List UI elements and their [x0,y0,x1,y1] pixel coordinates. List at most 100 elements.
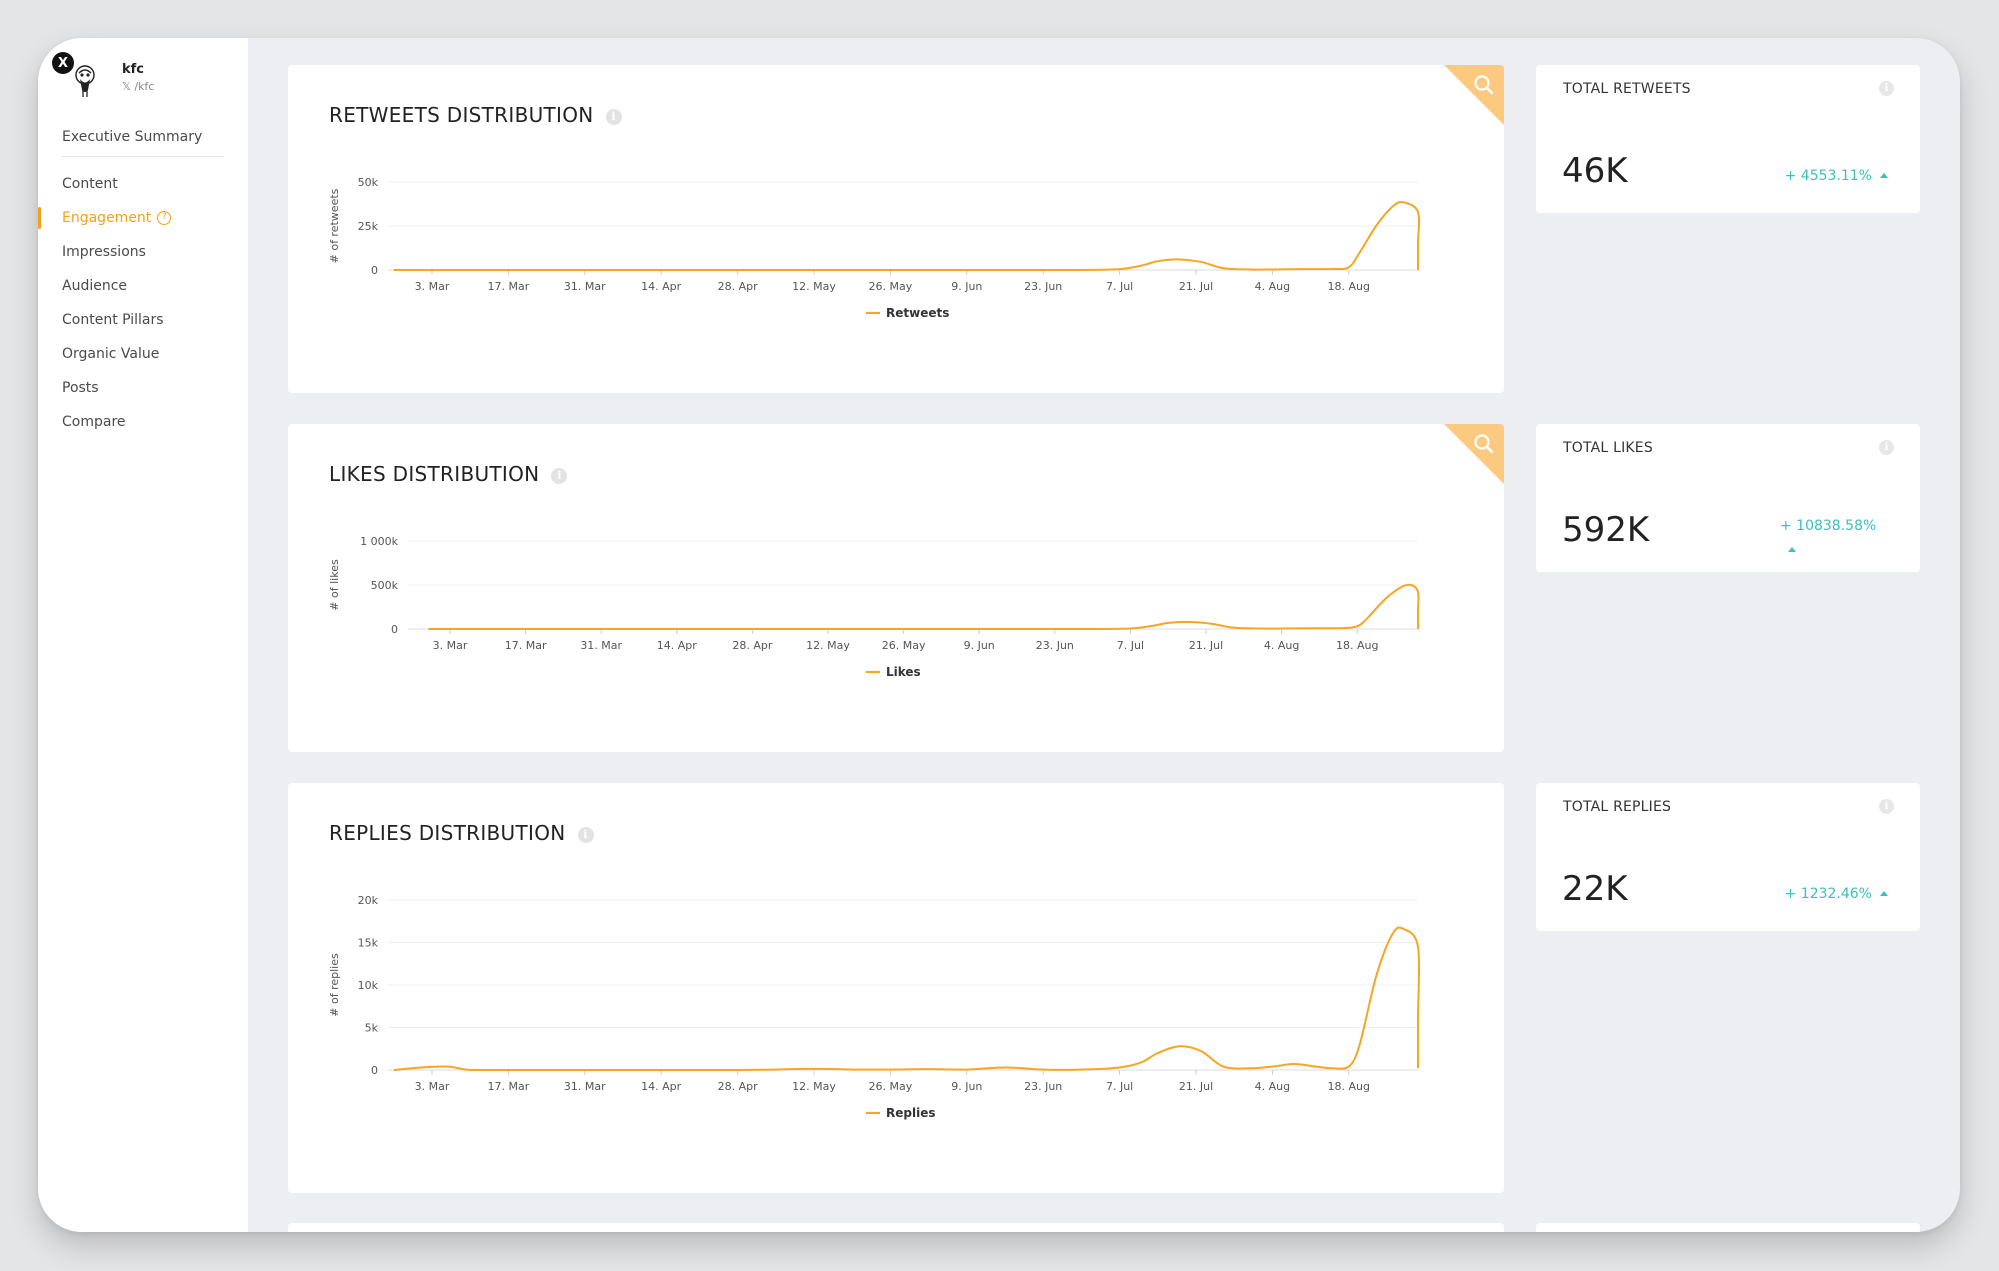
likes-distribution-card: LIKES DISTRIBUTION i 0 500k 1 000k # of like… [288,424,1504,752]
sidebar-item-label: Executive Summary [62,129,203,145]
x-tick-label: 4. Aug [1264,639,1299,652]
legend-label: Replies [886,1106,935,1120]
likes-chart: 0 500k 1 000k # of likes 3. Mar 17. Mar 31. Ma… [328,535,1420,679]
search-icon [1474,434,1494,454]
x-tick-label: 18. Aug [1328,1080,1370,1093]
legend-label: Likes [886,665,921,679]
stat-change-text: + 1232.46% [1784,886,1872,902]
x-tick-label: 21. Jul [1189,639,1223,652]
total-likes-card: TOTAL LIKES i 592K + 10838.58% [1536,424,1920,572]
sidebar-item-audience[interactable]: Audience [38,269,248,303]
card-title-text: LIKES DISTRIBUTION [329,462,540,486]
x-tick-label: 31. Mar [564,280,606,293]
stat-value: 592K [1562,510,1650,550]
series-line [428,583,1420,630]
sidebar-item-content-pillars[interactable]: Content Pillars [38,303,248,337]
replies-chart: 0 5k 10k 15k 20k # of replies 3. Mar 17. Mar 31.… [328,894,1421,1120]
series-line [393,926,1421,1071]
sidebar-item-label: Impressions [62,244,146,260]
x-tick-label: 26. May [882,639,926,652]
y-tick-label: 5k [365,1022,379,1035]
help-icon[interactable]: ? [157,211,172,225]
x-tick-label: 7. Jul [1106,280,1133,293]
info-icon[interactable]: i [577,827,594,843]
x-tick-label: 14. Apr [641,280,681,293]
y-tick-label: 0 [371,264,378,277]
x-tick-label: 3. Mar [415,280,450,293]
sidebar-item-executive-summary[interactable]: Executive Summary [38,120,248,154]
sidebar-item-compare[interactable]: Compare [38,405,248,439]
sidebar-item-impressions[interactable]: Impressions [38,235,248,269]
x-tick-label: 23. Jun [1024,1080,1062,1093]
info-icon[interactable]: i [1879,81,1894,96]
brand-handle: 𝕏 /kfc [122,80,155,93]
sidebar-item-organic-value[interactable]: Organic Value [38,337,248,371]
x-tick-label: 14. Apr [657,639,697,652]
x-tick-label: 14. Apr [641,1080,681,1093]
x-tick-label: 28. Apr [718,280,758,293]
x-tick-label: 4. Aug [1255,1080,1290,1093]
info-icon[interactable]: i [1879,799,1894,814]
x-tick-label: 26. May [869,280,913,293]
retweets-distribution-card: RETWEETS DISTRIBUTION i 0 25k 50k # of retwe… [288,65,1504,393]
app-window: X kfc 𝕏 /kfc Executive Summary Content E… [38,38,1960,1232]
card-title-text: RETWEETS DISTRIBUTION [329,103,594,127]
x-tick-label: 18. Aug [1328,280,1370,293]
x-tick-label: 28. Apr [718,1080,758,1093]
card-title: LIKES DISTRIBUTION i [329,462,568,486]
x-tick-label: 7. Jul [1117,639,1144,652]
x-tick-label: 12. May [792,1080,836,1093]
card-title: REPLIES DISTRIBUTION i [329,821,594,845]
sidebar-item-label: Compare [62,414,126,430]
y-tick-label: 500k [371,579,399,592]
zoom-corner-button[interactable] [1444,65,1504,125]
x-tick-label: 4. Aug [1255,280,1290,293]
card-title-text: REPLIES DISTRIBUTION [329,821,566,845]
x-tick-label: 31. Mar [564,1080,606,1093]
x-tick-label: 12. May [806,639,850,652]
x-tick-label: 7. Jul [1106,1080,1133,1093]
y-tick-label: 50k [358,176,379,189]
y-tick-label: 15k [358,937,379,950]
stat-value: 46K [1562,151,1628,191]
y-tick-label: 20k [358,894,379,907]
x-tick-label: 21. Jul [1179,280,1213,293]
info-icon[interactable]: i [1879,440,1894,455]
sidebar-item-content[interactable]: Content [38,167,248,201]
stat-change: + 10838.58% [1780,514,1888,562]
y-axis-label: # of replies [328,953,341,1017]
stat-change: + 4553.11% [1785,168,1888,184]
info-icon[interactable]: i [551,468,568,484]
search-icon [1474,75,1494,95]
x-tick-label: 3. Mar [433,639,468,652]
x-tick-label: 17. Mar [488,1080,530,1093]
x-tick-label: 28. Apr [732,639,772,652]
x-tick-label: 9. Jun [964,639,995,652]
retweets-chart: 0 25k 50k # of retweets 3. Mar 17. Mar 31. Mar… [328,176,1421,320]
caret-up-icon [1880,891,1888,896]
stat-change-text: + 4553.11% [1784,168,1872,184]
x-tick-label: 23. Jun [1024,280,1062,293]
zoom-corner-button[interactable] [1444,424,1504,484]
stat-title: TOTAL RETWEETS [1563,81,1691,97]
x-tick-label: 9. Jun [951,280,982,293]
y-axis-label: # of likes [328,559,341,611]
sidebar-item-engagement[interactable]: Engagement? [38,201,248,235]
stat-value: 22K [1562,869,1628,909]
x-tick-label: 31. Mar [580,639,622,652]
info-icon[interactable]: i [605,109,622,125]
kfc-logo-icon [75,65,95,97]
stat-title: TOTAL REPLIES [1563,799,1672,815]
total-retweets-card: TOTAL RETWEETS i 46K + 4553.11% [1536,65,1920,213]
sidebar-item-label: Engagement [62,210,152,226]
y-tick-label: 1 000k [360,535,398,548]
next-stat-card [1536,1223,1920,1232]
sidebar-item-label: Audience [62,278,128,294]
x-tick-label: 9. Jun [951,1080,982,1093]
sidebar-item-posts[interactable]: Posts [38,371,248,405]
total-replies-card: TOTAL REPLIES i 22K + 1232.46% [1536,783,1920,931]
sidebar-item-label: Content Pillars [62,312,164,328]
legend-label: Retweets [886,306,949,320]
x-tick-label: 18. Aug [1336,639,1378,652]
stat-change: + 1232.46% [1785,886,1888,902]
